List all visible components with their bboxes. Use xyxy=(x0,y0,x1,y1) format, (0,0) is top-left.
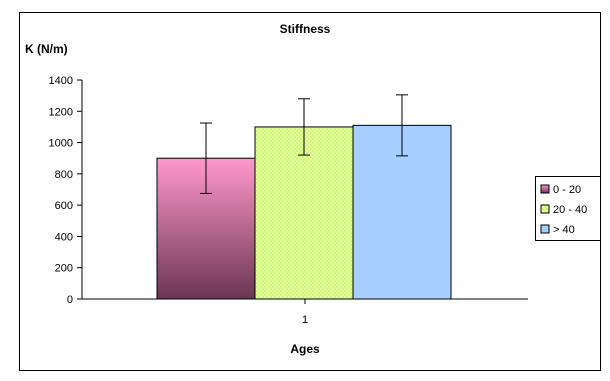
x-tick-label: 1 xyxy=(302,314,308,326)
y-tick-label: 200 xyxy=(55,263,73,275)
y-tick-label: 1400 xyxy=(49,75,73,87)
y-tick-label: 800 xyxy=(55,169,73,181)
y-tick-label: 0 xyxy=(67,294,73,306)
y-axis-ticks: 0 200 400 600 800 1000 1200 1400 xyxy=(49,75,82,306)
bar-20-40 xyxy=(254,126,354,300)
x-axis-label: Ages xyxy=(290,342,320,356)
y-tick-label: 1000 xyxy=(49,138,73,150)
chart-title: Stiffness xyxy=(280,22,331,36)
y-tick-label: 600 xyxy=(55,200,73,212)
legend-label: 20 - 40 xyxy=(553,204,587,216)
legend-swatch xyxy=(540,184,550,194)
error-bar xyxy=(200,122,212,194)
y-axis-label: K (N/m) xyxy=(25,42,68,56)
error-bars-group xyxy=(200,94,408,194)
error-bar xyxy=(298,98,310,156)
legend: 0 - 20 20 - 40 > 40 xyxy=(535,176,601,241)
legend-swatch xyxy=(540,204,550,214)
legend-label: 0 - 20 xyxy=(553,184,581,196)
y-tick-label: 400 xyxy=(55,231,73,243)
error-bar xyxy=(396,94,408,157)
bars-group xyxy=(156,124,452,300)
legend-label: > 40 xyxy=(553,224,575,236)
legend-swatch xyxy=(540,224,550,234)
y-tick-label: 1200 xyxy=(49,106,73,118)
